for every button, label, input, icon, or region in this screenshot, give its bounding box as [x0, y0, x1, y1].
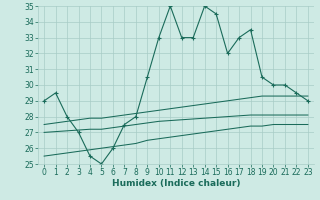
X-axis label: Humidex (Indice chaleur): Humidex (Indice chaleur) [112, 179, 240, 188]
